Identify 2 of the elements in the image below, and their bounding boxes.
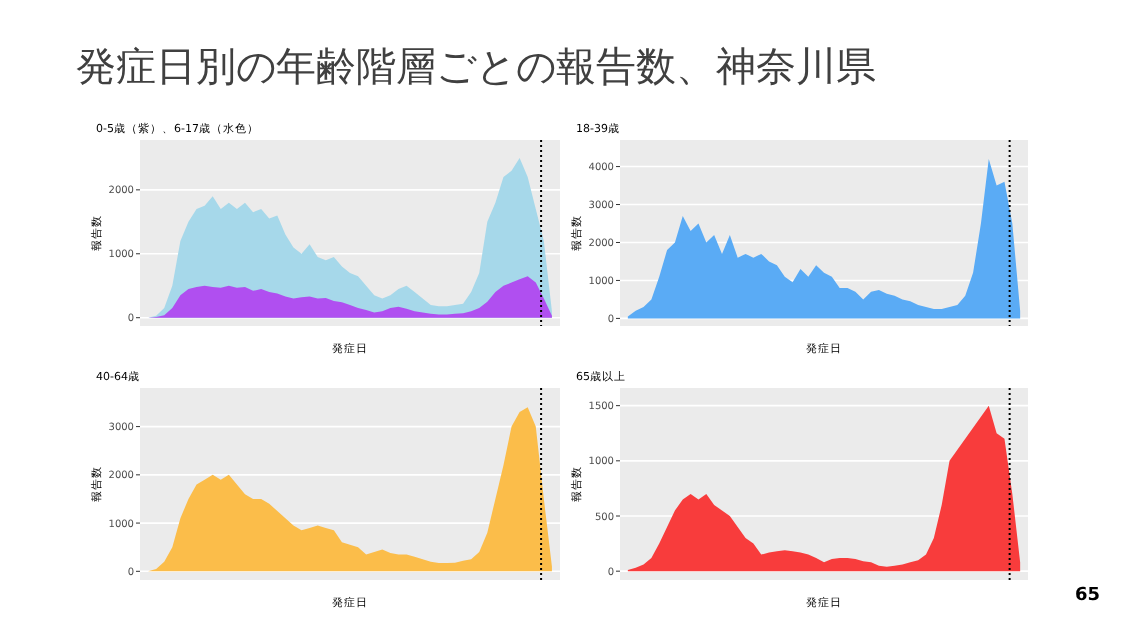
text: 65	[1074, 586, 1100, 606]
text: 発症日別の年齢階層ごとの報告数、神奈川県	[76, 42, 876, 90]
